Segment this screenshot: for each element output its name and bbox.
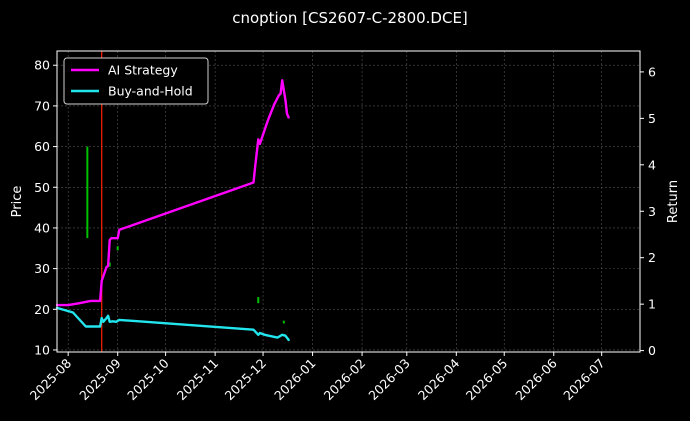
grid-lines [57,51,640,352]
series-line-buy-and-hold [55,306,290,342]
legend-label-ai-strategy: AI Strategy [108,63,178,78]
y2-tick-label: 1 [648,297,656,312]
series-lines [55,79,290,342]
series-line-ai-strategy [55,79,290,307]
price-bar [282,320,285,324]
y2-axis-label: Return [666,180,681,223]
y-tick-label: 80 [34,58,50,73]
y2-tick-label: 6 [648,64,656,79]
chart-title: cnoption [CS2607-C-2800.DCE] [232,9,468,27]
plot-frame [56,50,641,353]
y-tick-label: 50 [34,180,50,195]
y2-tick-label: 5 [648,111,656,126]
legend: AI Strategy Buy-and-Hold [63,57,209,105]
price-bar [108,262,111,267]
y-tick-label: 40 [34,220,50,235]
y2-tick-label: 2 [648,250,656,265]
y2-tick-label: 3 [648,204,656,219]
y2-tick-label: 0 [648,343,656,358]
y-tick-label: 10 [34,342,50,357]
y-tick-label: 30 [34,261,50,276]
y2-tick-label: 4 [648,157,656,172]
legend-box [63,57,209,105]
y-tick-label: 70 [34,98,50,113]
y-tick-label: 60 [34,139,50,154]
y-axis-label: Price [10,186,25,218]
price-bar [86,146,89,239]
y-tick-label: 20 [34,302,50,317]
price-bars [86,146,285,324]
legend-label-buy-and-hold: Buy-and-Hold [108,84,193,99]
price-bar [257,297,260,304]
price-bar [116,246,119,251]
